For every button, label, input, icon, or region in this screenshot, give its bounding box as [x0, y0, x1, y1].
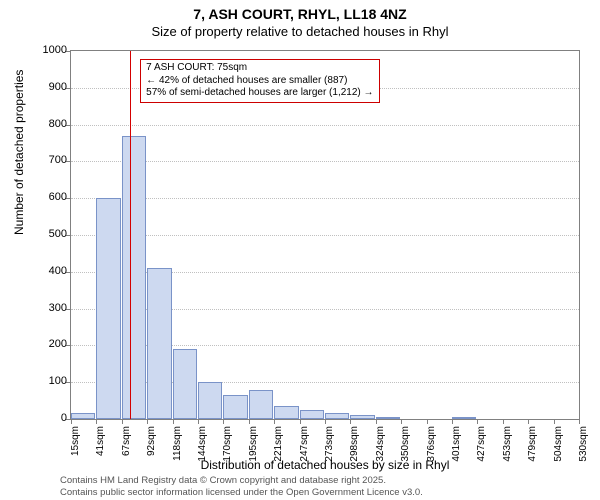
histogram-bar [223, 395, 247, 419]
x-tick-mark [427, 419, 428, 424]
y-tick-label: 200 [27, 338, 67, 350]
x-tick-mark [477, 419, 478, 424]
x-tick-label: 298sqm [349, 426, 360, 466]
footer-line2: Contains public sector information licen… [60, 487, 423, 498]
histogram-bar [198, 382, 222, 419]
y-tick-label: 100 [27, 375, 67, 387]
x-tick-mark [300, 419, 301, 424]
x-tick-mark [350, 419, 351, 424]
chart-subtitle: Size of property relative to detached ho… [0, 24, 600, 39]
x-tick-label: 504sqm [553, 426, 564, 466]
histogram-bar [96, 198, 120, 419]
x-tick-label: 427sqm [476, 426, 487, 466]
annotation-box: 7 ASH COURT: 75sqm← 42% of detached hous… [140, 59, 379, 103]
y-tick-label: 800 [27, 118, 67, 130]
y-tick-label: 300 [27, 302, 67, 314]
y-tick-label: 600 [27, 191, 67, 203]
x-tick-label: 170sqm [222, 426, 233, 466]
chart-title: 7, ASH COURT, RHYL, LL18 4NZ [0, 6, 600, 22]
gridline [71, 235, 579, 236]
x-tick-mark [71, 419, 72, 424]
y-tick-label: 700 [27, 154, 67, 166]
x-tick-mark [503, 419, 504, 424]
x-tick-label: 144sqm [197, 426, 208, 466]
x-tick-mark [122, 419, 123, 424]
x-tick-mark [147, 419, 148, 424]
x-tick-label: 15sqm [70, 426, 81, 466]
histogram-bar [300, 410, 324, 419]
histogram-bar [173, 349, 197, 419]
x-tick-label: 350sqm [400, 426, 411, 466]
x-tick-label: 324sqm [375, 426, 386, 466]
chart-container: 7, ASH COURT, RHYL, LL18 4NZ Size of pro… [0, 0, 600, 500]
plot-area: 7 ASH COURT: 75sqm← 42% of detached hous… [70, 50, 580, 420]
x-tick-label: 67sqm [121, 426, 132, 466]
x-tick-label: 221sqm [273, 426, 284, 466]
x-tick-mark [198, 419, 199, 424]
x-tick-mark [554, 419, 555, 424]
y-tick-label: 900 [27, 81, 67, 93]
y-tick-label: 500 [27, 228, 67, 240]
footer-line1: Contains HM Land Registry data © Crown c… [60, 475, 423, 486]
x-tick-label: 376sqm [426, 426, 437, 466]
x-tick-label: 453sqm [502, 426, 513, 466]
x-tick-label: 401sqm [451, 426, 462, 466]
x-tick-label: 41sqm [95, 426, 106, 466]
x-tick-mark [401, 419, 402, 424]
histogram-bar [350, 415, 374, 419]
histogram-bar [274, 406, 298, 419]
annotation-line2: ← 42% of detached houses are smaller (88… [146, 75, 373, 88]
y-axis-label: Number of detached properties [12, 70, 26, 235]
histogram-bar [147, 268, 171, 419]
x-tick-label: 247sqm [299, 426, 310, 466]
x-tick-label: 195sqm [248, 426, 259, 466]
x-tick-mark [274, 419, 275, 424]
gridline [71, 198, 579, 199]
histogram-bar [452, 417, 476, 419]
x-tick-mark [528, 419, 529, 424]
histogram-bar [325, 413, 349, 419]
histogram-bar [249, 390, 273, 419]
x-tick-mark [376, 419, 377, 424]
histogram-bar [376, 417, 400, 419]
x-tick-mark [249, 419, 250, 424]
y-tick-label: 1000 [27, 44, 67, 56]
gridline [71, 161, 579, 162]
y-tick-label: 0 [27, 412, 67, 424]
x-tick-mark [223, 419, 224, 424]
x-tick-mark [173, 419, 174, 424]
histogram-bar [71, 413, 95, 419]
x-tick-label: 118sqm [172, 426, 183, 466]
x-tick-mark [96, 419, 97, 424]
annotation-line3: 57% of semi-detached houses are larger (… [146, 87, 373, 100]
x-tick-label: 530sqm [578, 426, 589, 466]
x-tick-mark [452, 419, 453, 424]
x-tick-label: 92sqm [146, 426, 157, 466]
marker-line [130, 51, 131, 419]
x-tick-mark [579, 419, 580, 424]
y-tick-label: 400 [27, 265, 67, 277]
gridline [71, 125, 579, 126]
annotation-line1: 7 ASH COURT: 75sqm [146, 62, 373, 75]
histogram-bar [122, 136, 146, 419]
x-tick-mark [325, 419, 326, 424]
x-tick-label: 273sqm [324, 426, 335, 466]
x-tick-label: 479sqm [527, 426, 538, 466]
footer-attribution: Contains HM Land Registry data © Crown c… [60, 475, 423, 498]
